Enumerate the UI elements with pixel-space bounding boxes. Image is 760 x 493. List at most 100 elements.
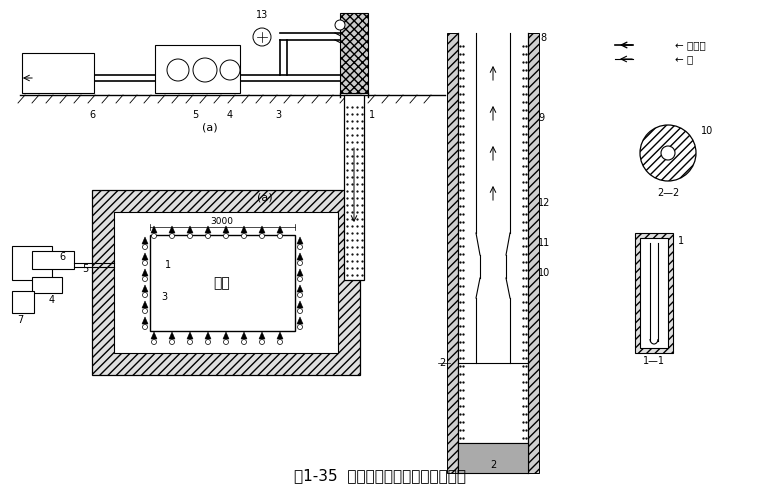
Circle shape (242, 234, 246, 239)
Polygon shape (297, 269, 303, 276)
Text: 4: 4 (227, 110, 233, 120)
Circle shape (640, 125, 696, 181)
Polygon shape (142, 253, 148, 260)
Text: 5: 5 (82, 264, 88, 274)
Text: 10: 10 (538, 268, 550, 278)
Bar (640, 238, 668, 348)
Circle shape (223, 340, 229, 345)
Circle shape (193, 58, 217, 82)
Text: 2: 2 (439, 358, 445, 368)
Circle shape (151, 234, 157, 239)
Polygon shape (241, 332, 247, 339)
Text: 7: 7 (17, 315, 23, 325)
Text: 4: 4 (49, 295, 55, 305)
Polygon shape (142, 301, 148, 308)
Polygon shape (223, 332, 229, 339)
Bar (12, 291, 34, 313)
Circle shape (297, 245, 302, 249)
Text: 1: 1 (369, 110, 375, 120)
Circle shape (297, 324, 302, 329)
Bar (155, 45, 240, 93)
Polygon shape (277, 332, 283, 339)
Circle shape (143, 292, 147, 297)
Text: 8: 8 (540, 33, 546, 43)
Circle shape (169, 340, 175, 345)
Text: ← 水: ← 水 (675, 54, 693, 64)
Text: 1—1: 1—1 (643, 356, 665, 366)
Bar (114, 212, 338, 353)
Text: 9: 9 (538, 113, 544, 123)
Circle shape (169, 234, 175, 239)
Bar (12, 246, 52, 280)
Bar (150, 235, 295, 331)
Polygon shape (205, 332, 211, 339)
Circle shape (151, 340, 157, 345)
Bar (635, 233, 673, 353)
Circle shape (143, 277, 147, 282)
Polygon shape (169, 332, 175, 339)
Polygon shape (169, 226, 175, 233)
Polygon shape (297, 301, 303, 308)
Circle shape (205, 234, 211, 239)
Bar (92, 190, 360, 375)
Text: (a): (a) (202, 122, 218, 132)
Polygon shape (297, 285, 303, 292)
Circle shape (143, 309, 147, 314)
Circle shape (661, 146, 675, 160)
Text: 1: 1 (678, 236, 684, 246)
Circle shape (205, 340, 211, 345)
Circle shape (277, 234, 283, 239)
Text: 2—2: 2—2 (657, 188, 679, 198)
Polygon shape (259, 226, 265, 233)
Circle shape (167, 59, 189, 81)
Text: (a): (a) (257, 193, 273, 203)
Bar (32, 251, 74, 269)
Circle shape (242, 340, 246, 345)
Polygon shape (277, 226, 283, 233)
Bar (447, 33, 458, 473)
Text: 11: 11 (538, 238, 550, 248)
Polygon shape (297, 253, 303, 260)
Text: 3: 3 (161, 292, 167, 302)
Polygon shape (241, 226, 247, 233)
Text: 1: 1 (165, 260, 171, 270)
Circle shape (253, 28, 271, 46)
Polygon shape (223, 226, 229, 233)
Circle shape (223, 234, 229, 239)
Text: 3000: 3000 (211, 217, 233, 226)
Polygon shape (151, 332, 157, 339)
Text: 10: 10 (701, 126, 713, 136)
Circle shape (297, 292, 302, 297)
Polygon shape (187, 332, 193, 339)
Circle shape (143, 324, 147, 329)
Bar (340, 13, 368, 93)
Circle shape (259, 234, 264, 239)
Polygon shape (297, 237, 303, 244)
Text: 5: 5 (192, 110, 198, 120)
Text: 6: 6 (89, 110, 95, 120)
Polygon shape (297, 317, 303, 324)
Circle shape (335, 20, 345, 30)
Circle shape (188, 234, 192, 239)
Polygon shape (187, 226, 193, 233)
Bar (32, 277, 62, 293)
Polygon shape (142, 317, 148, 324)
Circle shape (143, 245, 147, 249)
Bar (344, 95, 364, 280)
Text: 3: 3 (275, 110, 281, 120)
Circle shape (259, 340, 264, 345)
Polygon shape (151, 226, 157, 233)
Circle shape (220, 60, 240, 80)
Circle shape (297, 277, 302, 282)
Text: 2: 2 (490, 460, 496, 470)
Circle shape (297, 309, 302, 314)
Polygon shape (205, 226, 211, 233)
Polygon shape (142, 237, 148, 244)
Text: 图1-35  喷射井点设备及平面布置简图: 图1-35 喷射井点设备及平面布置简图 (294, 468, 466, 483)
Circle shape (297, 260, 302, 266)
Bar (528, 33, 539, 473)
Text: ← 高压水: ← 高压水 (675, 40, 706, 50)
Polygon shape (142, 269, 148, 276)
Circle shape (188, 340, 192, 345)
Text: 13: 13 (256, 10, 268, 20)
